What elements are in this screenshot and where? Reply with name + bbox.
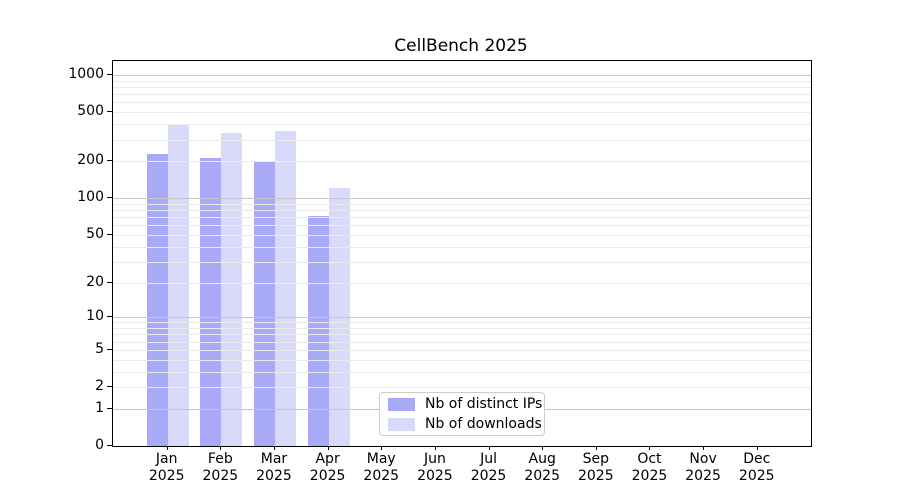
gridline-minor bbox=[113, 217, 811, 219]
gridline-minor bbox=[113, 334, 811, 336]
gridline-major bbox=[113, 74, 811, 76]
x-tick-label: May 2025 bbox=[363, 451, 400, 484]
gridline-minor bbox=[113, 80, 811, 82]
y-tick-mark bbox=[107, 73, 112, 75]
x-tick-mark bbox=[595, 446, 597, 450]
gridline-minor bbox=[113, 203, 811, 205]
y-tick-label: 200 bbox=[77, 152, 104, 169]
gridline-minor bbox=[113, 139, 811, 141]
y-tick-mark bbox=[107, 386, 112, 387]
y-tick-label: 50 bbox=[86, 225, 104, 242]
x-tick-mark bbox=[434, 446, 436, 450]
bar-downloads-jan bbox=[167, 124, 189, 446]
gridline-major bbox=[113, 317, 811, 319]
y-tick-label: 0 bbox=[95, 437, 104, 453]
gridline-minor bbox=[113, 328, 811, 329]
y-tick-mark bbox=[107, 407, 112, 409]
chart-title: CellBench 2025 bbox=[394, 36, 528, 56]
gridline-minor bbox=[113, 94, 811, 96]
x-tick-mark bbox=[756, 446, 758, 450]
x-tick-label: Oct 2025 bbox=[631, 451, 668, 484]
legend-label-downloads: Nb of downloads bbox=[425, 416, 542, 432]
y-tick-mark bbox=[107, 160, 112, 162]
y-tick-label: 500 bbox=[77, 103, 104, 120]
x-tick-mark bbox=[488, 446, 490, 450]
y-tick-label: 1 bbox=[95, 399, 104, 416]
y-tick-label: 5 bbox=[95, 340, 104, 357]
x-tick-label: Dec 2025 bbox=[738, 451, 775, 484]
bar-distinct-ips-feb bbox=[200, 158, 222, 446]
gridline-minor bbox=[113, 86, 811, 88]
y-tick-mark bbox=[107, 445, 112, 446]
bar-downloads-mar bbox=[274, 131, 296, 446]
gridline-minor bbox=[113, 112, 811, 114]
legend: Nb of distinct IPs Nb of downloads bbox=[379, 392, 545, 436]
x-tick-mark bbox=[703, 446, 705, 450]
y-tick-mark bbox=[107, 281, 112, 283]
x-tick-label: Sep 2025 bbox=[577, 451, 614, 484]
y-tick-label: 100 bbox=[77, 189, 104, 206]
y-tick-mark bbox=[107, 348, 112, 350]
legend-label-distinct-ips: Nb of distinct IPs bbox=[425, 396, 543, 412]
bar-distinct-ips-apr bbox=[307, 215, 329, 446]
gridline-minor bbox=[113, 341, 811, 343]
gridline-minor bbox=[113, 261, 811, 263]
gridline-minor bbox=[113, 102, 811, 104]
gridline-minor bbox=[113, 387, 811, 388]
x-tick-mark bbox=[649, 446, 651, 450]
x-tick-mark bbox=[542, 446, 544, 450]
y-tick-label: 1000 bbox=[68, 65, 104, 82]
x-tick-label: Nov 2025 bbox=[685, 451, 721, 484]
gridline-minor bbox=[113, 322, 811, 324]
legend-swatch-distinct-ips bbox=[388, 397, 415, 411]
bar-downloads-feb bbox=[221, 132, 243, 446]
gridline-minor bbox=[113, 371, 811, 373]
x-tick-mark bbox=[166, 446, 168, 450]
x-tick-label: Feb 2025 bbox=[202, 451, 239, 484]
legend-swatch-downloads bbox=[388, 417, 415, 431]
y-tick-mark bbox=[107, 233, 112, 235]
y-tick-mark bbox=[107, 111, 112, 113]
x-tick-label: Aug 2025 bbox=[524, 451, 560, 484]
x-tick-mark bbox=[220, 446, 222, 450]
bar-distinct-ips-mar bbox=[253, 162, 275, 446]
gridline-minor bbox=[113, 349, 811, 351]
x-tick-mark bbox=[327, 446, 329, 450]
gridline-minor bbox=[113, 225, 811, 227]
y-tick-mark bbox=[107, 316, 112, 318]
y-tick-label: 2 bbox=[95, 378, 104, 394]
x-tick-label: Jul 2025 bbox=[470, 451, 507, 484]
legend-row: Nb of downloads bbox=[380, 416, 544, 432]
y-tick-label: 20 bbox=[86, 273, 104, 290]
plot-area bbox=[112, 60, 812, 447]
x-tick-label: Jan 2025 bbox=[148, 451, 185, 484]
gridline-minor bbox=[113, 210, 811, 212]
bar-distinct-ips-jan bbox=[146, 153, 168, 446]
x-tick-label: Apr 2025 bbox=[309, 451, 346, 484]
x-tick-mark bbox=[273, 446, 275, 450]
x-tick-label: Jun 2025 bbox=[417, 451, 453, 484]
legend-row: Nb of distinct IPs bbox=[380, 396, 544, 412]
gridline-minor bbox=[113, 359, 811, 361]
y-tick-mark bbox=[107, 197, 112, 199]
gridline-minor bbox=[113, 234, 811, 236]
gridline-minor bbox=[113, 161, 811, 163]
x-tick-mark bbox=[381, 446, 383, 450]
x-tick-label: Mar 2025 bbox=[256, 451, 292, 484]
y-tick-label: 10 bbox=[86, 308, 104, 325]
gridline-minor bbox=[113, 124, 811, 126]
gridline-minor bbox=[113, 246, 811, 248]
gridline-major bbox=[113, 198, 811, 200]
gridline-minor bbox=[113, 282, 811, 284]
